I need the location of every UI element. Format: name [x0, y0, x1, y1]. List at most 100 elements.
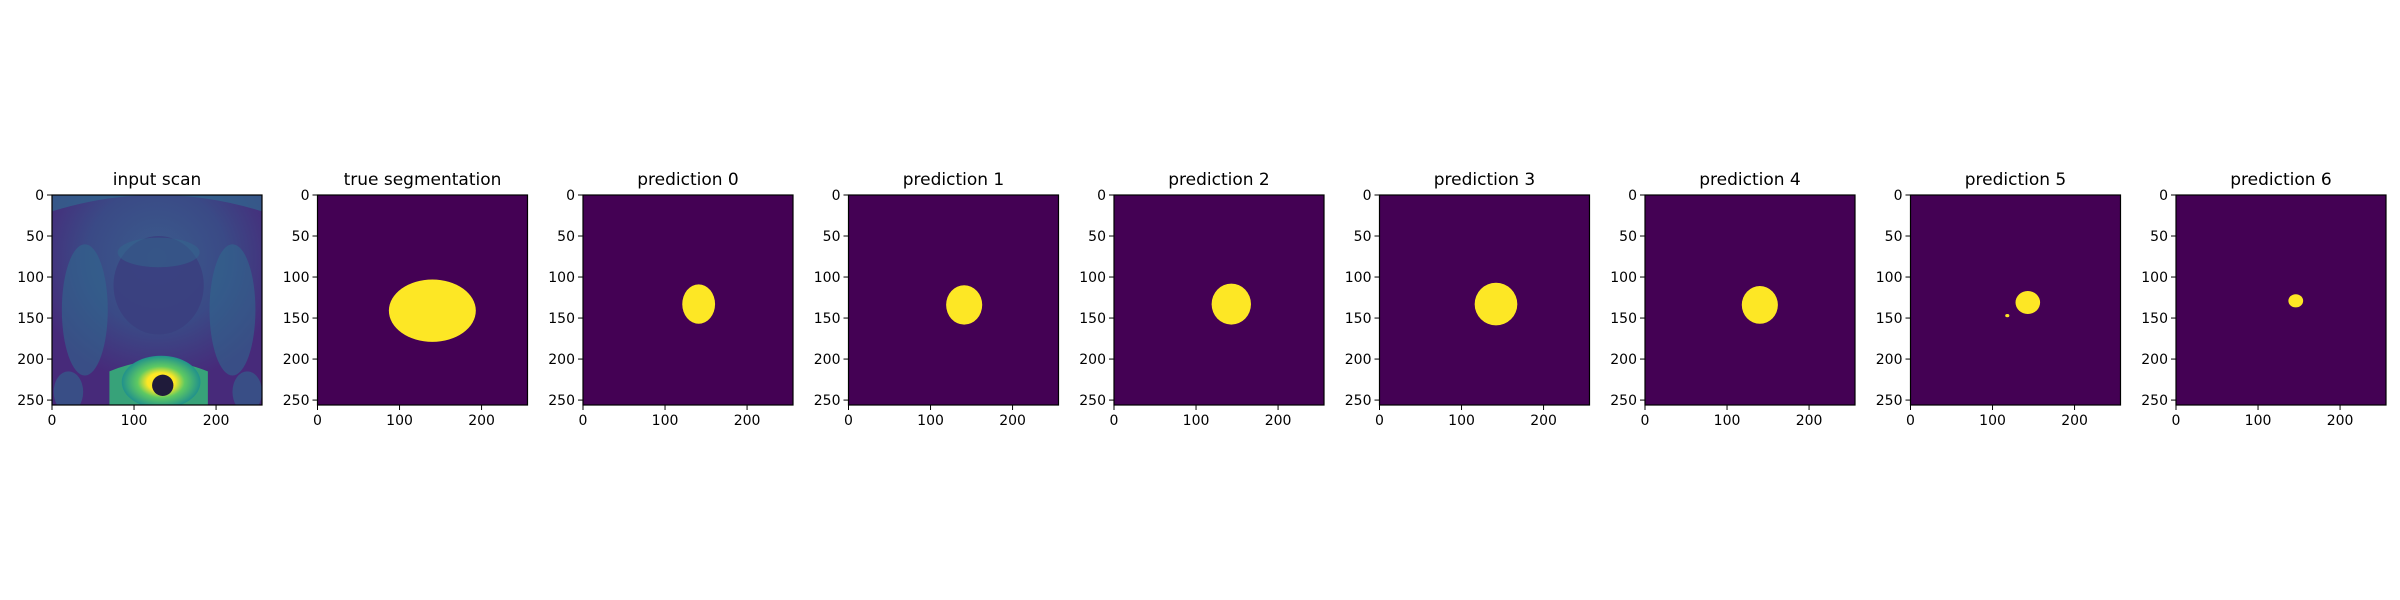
panel-6: prediction 4 0 100 200 0 50 100 150 200 250: [1610, 170, 1856, 429]
y-tick-label: 100: [1610, 270, 1637, 286]
y-tick-label: 100: [814, 270, 841, 286]
mask-background: [2176, 195, 2386, 405]
y-tick-label: 0: [1097, 188, 1106, 204]
panel-title: prediction 2: [1168, 170, 1270, 190]
x-tick-label: 0: [313, 413, 322, 429]
x-tick-label: 200: [1796, 413, 1823, 429]
y-tick-label: 150: [283, 311, 310, 327]
x-tick-label: 200: [2061, 413, 2088, 429]
mask-blob: [946, 285, 983, 325]
y-tick-label: 150: [1345, 311, 1372, 327]
panel-title: prediction 6: [2230, 170, 2332, 190]
y-tick-label: 200: [1079, 352, 1106, 368]
y-tick-label: 150: [1610, 311, 1637, 327]
y-tick-label: 100: [548, 270, 575, 286]
axes-frame: [316, 194, 529, 406]
panel-title: true segmentation: [344, 170, 502, 190]
y-tick-label: 50: [1619, 229, 1637, 245]
mask-blob: [682, 284, 716, 324]
panel-1: true segmentation 0 100 200 0 50 100 150 200 250: [283, 170, 529, 429]
panel-title: prediction 4: [1699, 170, 1801, 190]
x-tick-label: 0: [2172, 413, 2181, 429]
y-tick-label: 100: [283, 270, 310, 286]
x-tick-label: 200: [1265, 413, 1292, 429]
axes-frame: [1909, 194, 2122, 406]
axes-frame: [1113, 194, 1325, 406]
panel-title: prediction 3: [1434, 170, 1536, 190]
y-tick-label: 0: [35, 188, 44, 204]
y-tick-label: 200: [1345, 352, 1372, 368]
scan-right-tissue: [209, 244, 256, 376]
mask-background: [1910, 195, 2121, 405]
panel-title: prediction 0: [637, 170, 739, 190]
y-tick-label: 100: [1079, 270, 1106, 286]
panel-0: input scan 0 100 200 0 50 100 150 200 250: [17, 170, 263, 429]
y-tick-label: 250: [283, 393, 310, 409]
y-tick-label: 150: [1079, 311, 1106, 327]
x-tick-label: 100: [1183, 413, 1210, 429]
y-tick-label: 100: [2141, 270, 2168, 286]
x-tick-label: 0: [48, 413, 57, 429]
y-tick-label: 0: [566, 188, 575, 204]
mask-blob: [1474, 282, 1518, 326]
x-tick-label: 100: [1448, 413, 1475, 429]
mask-blob: [388, 279, 476, 342]
x-tick-label: 100: [1979, 413, 2006, 429]
x-tick-label: 200: [734, 413, 761, 429]
y-tick-label: 50: [823, 229, 841, 245]
x-tick-label: 100: [652, 413, 679, 429]
y-tick-label: 200: [1610, 352, 1637, 368]
y-tick-label: 200: [814, 352, 841, 368]
y-tick-label: 150: [17, 311, 44, 327]
y-tick-label: 250: [814, 393, 841, 409]
x-tick-label: 100: [121, 413, 148, 429]
panel-image: [52, 195, 262, 405]
x-tick-label: 0: [844, 413, 853, 429]
y-tick-label: 50: [2150, 229, 2168, 245]
panel-2: prediction 0 0 100 200 0 50 100 150 200 250: [548, 170, 794, 429]
x-tick-label: 200: [999, 413, 1026, 429]
y-tick-label: 100: [1876, 270, 1903, 286]
y-tick-label: 250: [2141, 393, 2168, 409]
x-tick-label: 0: [579, 413, 588, 429]
panel-image: [1379, 195, 1590, 405]
axes-frame: [582, 194, 794, 406]
panel-image: [583, 195, 793, 405]
y-tick-label: 0: [1894, 188, 1903, 204]
panel-title: input scan: [113, 170, 202, 190]
y-tick-label: 150: [548, 311, 575, 327]
x-tick-label: 100: [2245, 413, 2272, 429]
y-tick-label: 50: [26, 229, 44, 245]
y-tick-label: 0: [301, 188, 310, 204]
y-tick-label: 150: [1876, 311, 1903, 327]
x-tick-label: 0: [1641, 413, 1650, 429]
mask-blob: [2288, 294, 2304, 308]
x-tick-label: 100: [917, 413, 944, 429]
y-tick-label: 200: [17, 352, 44, 368]
y-tick-label: 250: [1079, 393, 1106, 409]
y-tick-label: 200: [2141, 352, 2168, 368]
panel-3: prediction 1 0 100 200 0 50 100 150 200 250: [814, 170, 1060, 429]
y-tick-label: 250: [548, 393, 575, 409]
panel-image: [1114, 195, 1324, 405]
y-tick-label: 250: [1876, 393, 1903, 409]
x-tick-label: 200: [203, 413, 230, 429]
y-tick-label: 0: [2159, 188, 2168, 204]
scan-corner-right: [232, 371, 262, 405]
x-tick-label: 200: [468, 413, 495, 429]
axes-frame: [1378, 194, 1591, 406]
y-tick-label: 100: [1345, 270, 1372, 286]
y-tick-label: 0: [832, 188, 841, 204]
y-tick-label: 50: [292, 229, 310, 245]
y-tick-label: 50: [1885, 229, 1903, 245]
panel-8: prediction 6 0 100 200 0 50 100 150 200 250: [2141, 170, 2387, 429]
y-tick-label: 50: [1354, 229, 1372, 245]
panel-5: prediction 3 0 100 200 0 50 100 150 200 250: [1345, 170, 1591, 429]
y-tick-label: 50: [1088, 229, 1106, 245]
panel-image: [848, 195, 1059, 405]
mask-blob: [1741, 286, 1778, 324]
panel-title: prediction 1: [903, 170, 1005, 190]
y-tick-label: 0: [1363, 188, 1372, 204]
x-tick-label: 0: [1375, 413, 1384, 429]
